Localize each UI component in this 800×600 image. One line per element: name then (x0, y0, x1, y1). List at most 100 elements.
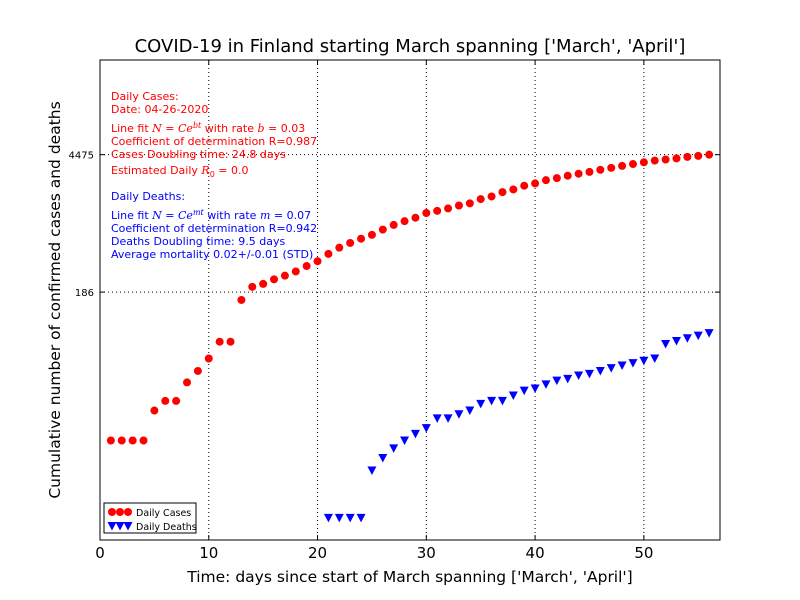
deaths-point (541, 380, 551, 389)
cases-point (139, 436, 148, 445)
cases-fit-rate-var: b (257, 122, 265, 135)
legend-marker-cases (124, 508, 132, 516)
cases-r0-prefix: Estimated Daily (111, 164, 198, 177)
axes-frame (99, 59, 721, 541)
deaths-point (693, 331, 703, 341)
cases-point (280, 271, 289, 280)
cases-point (324, 249, 333, 258)
cases-point (476, 195, 485, 204)
deaths-point (367, 466, 377, 475)
cases-point (106, 436, 115, 445)
cases-point (705, 150, 714, 159)
deaths-point (465, 406, 475, 416)
plot-area (100, 60, 720, 540)
deaths-point (487, 396, 497, 406)
x-tick-label: 0 (95, 544, 105, 562)
cases-point (433, 206, 442, 215)
y-tick-label: 186 (75, 288, 94, 299)
cases-point (204, 354, 213, 363)
cases-r0: Estimated Daily R0 = 0.0 (111, 161, 317, 180)
deaths-fit-rate-var: m (259, 209, 271, 222)
legend-marker-cases (108, 508, 116, 516)
cases-fit: Line fit N = Cebt with rate b = 0.03 (111, 116, 317, 135)
cases-point (531, 179, 540, 188)
deaths-point (606, 364, 616, 373)
cases-fit-rate-value: = 0.03 (268, 122, 306, 135)
cases-point (259, 279, 268, 288)
cases-fit-exponent: bt (192, 121, 202, 130)
deaths-fit: Line fit N = Cemt with rate m = 0.07 (111, 203, 317, 222)
cases-point (596, 165, 605, 174)
cases-point (552, 174, 561, 183)
deaths-point (519, 386, 529, 396)
deaths-header: Daily Deaths: (111, 190, 186, 203)
deaths-r2: Coefficient of determination R=0.942 (111, 222, 318, 235)
cases-date: Date: 04-26-2020 (111, 103, 209, 116)
deaths-point (628, 359, 638, 368)
x-tick-label: 30 (417, 544, 436, 562)
cases-point (618, 161, 627, 170)
cases-point (161, 396, 170, 405)
cases-point (335, 243, 344, 252)
cases-point (574, 169, 583, 178)
legend-label-deaths: Daily Deaths (136, 522, 197, 533)
cases-point (694, 151, 703, 160)
cases-annotation: Daily Cases: Date: 04-26-2020 Line fit N… (111, 90, 317, 180)
cases-point (607, 163, 616, 172)
cases-point (367, 230, 376, 239)
cases-r0-var: R (201, 164, 210, 177)
deaths-point (443, 414, 453, 423)
deaths-point (661, 339, 671, 349)
cases-point (509, 185, 518, 194)
deaths-point (595, 366, 605, 376)
cases-header: Daily Cases: (111, 90, 179, 103)
cases-r0-sub: 0 (209, 170, 215, 179)
deaths-point (410, 429, 420, 439)
x-tick-label: 10 (199, 544, 218, 562)
deaths-fit-prefix: Line fit (111, 209, 149, 222)
deaths-point (497, 396, 507, 406)
cases-point (498, 188, 507, 197)
cases-point (150, 406, 159, 415)
cases-fit-rate-text: with rate (204, 122, 254, 135)
cases-point (563, 171, 572, 180)
cases-point (639, 158, 648, 167)
x-tick-label: 20 (308, 544, 327, 562)
deaths-fit-formula: N = Ce (152, 209, 193, 222)
cases-point (117, 436, 126, 445)
deaths-fit-rate-text: with rate (207, 209, 257, 222)
cases-point (215, 337, 224, 346)
cases-point (226, 337, 235, 346)
cases-point (128, 436, 137, 445)
x-axis-label: Time: days since start of March spanning… (186, 568, 632, 586)
cases-fit-prefix: Line fit (111, 122, 149, 135)
deaths-point (530, 384, 540, 393)
deaths-point (356, 513, 366, 523)
legend-marker-deaths (107, 522, 117, 531)
deaths-doubling: Deaths Doubling time: 9.5 days (111, 235, 286, 248)
cases-point (465, 199, 474, 208)
cases-point (291, 267, 300, 276)
cases-point (683, 152, 692, 161)
cases-point (183, 378, 192, 387)
deaths-point (704, 329, 714, 338)
cases-point (650, 156, 659, 165)
cases-point (313, 257, 322, 266)
deaths-point (639, 356, 649, 366)
deaths-point (334, 513, 344, 523)
cases-point (378, 225, 387, 234)
deaths-point (617, 361, 627, 371)
deaths-point (378, 454, 388, 463)
cases-point (454, 201, 463, 210)
deaths-point (323, 513, 333, 523)
deaths-point (650, 354, 660, 364)
deaths-point (476, 399, 486, 409)
cases-point (389, 220, 398, 229)
deaths-point (563, 374, 573, 384)
legend-label-cases: Daily Cases (136, 508, 191, 519)
cases-point (248, 282, 257, 291)
cases-point (302, 262, 311, 271)
deaths-fit-exponent: mt (192, 208, 204, 217)
